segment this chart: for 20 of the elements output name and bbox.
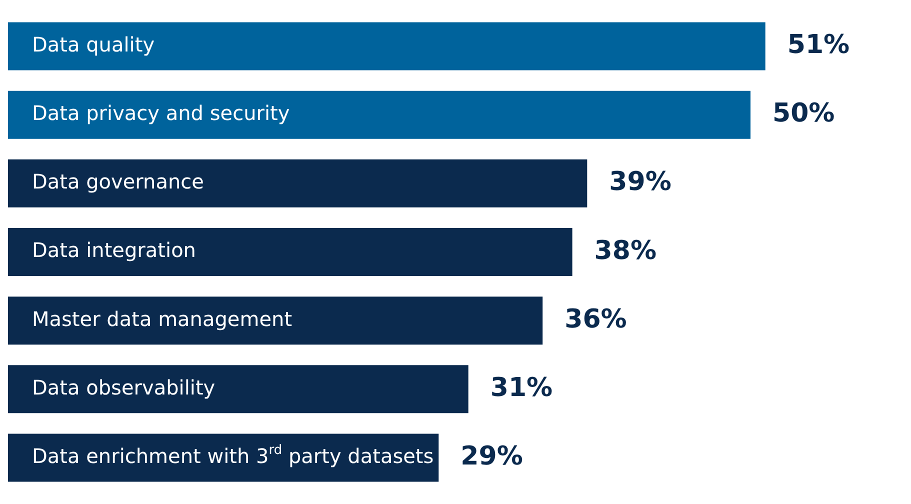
bar bbox=[8, 434, 439, 482]
bar bbox=[8, 90, 750, 139]
bar bbox=[8, 365, 468, 414]
data-label: 29% bbox=[460, 441, 523, 472]
data-label: 31% bbox=[490, 372, 553, 403]
data-label: 39% bbox=[609, 167, 672, 198]
y-tick-label: Data quality bbox=[32, 32, 155, 56]
y-tick-label: Data integration bbox=[32, 238, 196, 262]
y-tick-label: Data privacy and security bbox=[32, 101, 290, 126]
y-tick-label: Data observability bbox=[32, 375, 216, 400]
y-tick-label: Master data management bbox=[32, 306, 292, 331]
y-tick-label: Data governance bbox=[32, 170, 204, 194]
data-label: 50% bbox=[772, 98, 835, 129]
bar bbox=[8, 22, 766, 70]
data-label: 38% bbox=[594, 236, 657, 266]
bar bbox=[8, 228, 572, 276]
bar bbox=[8, 296, 543, 345]
data-label: 36% bbox=[564, 304, 627, 334]
bar bbox=[8, 159, 588, 208]
data-label: 51% bbox=[787, 30, 850, 60]
